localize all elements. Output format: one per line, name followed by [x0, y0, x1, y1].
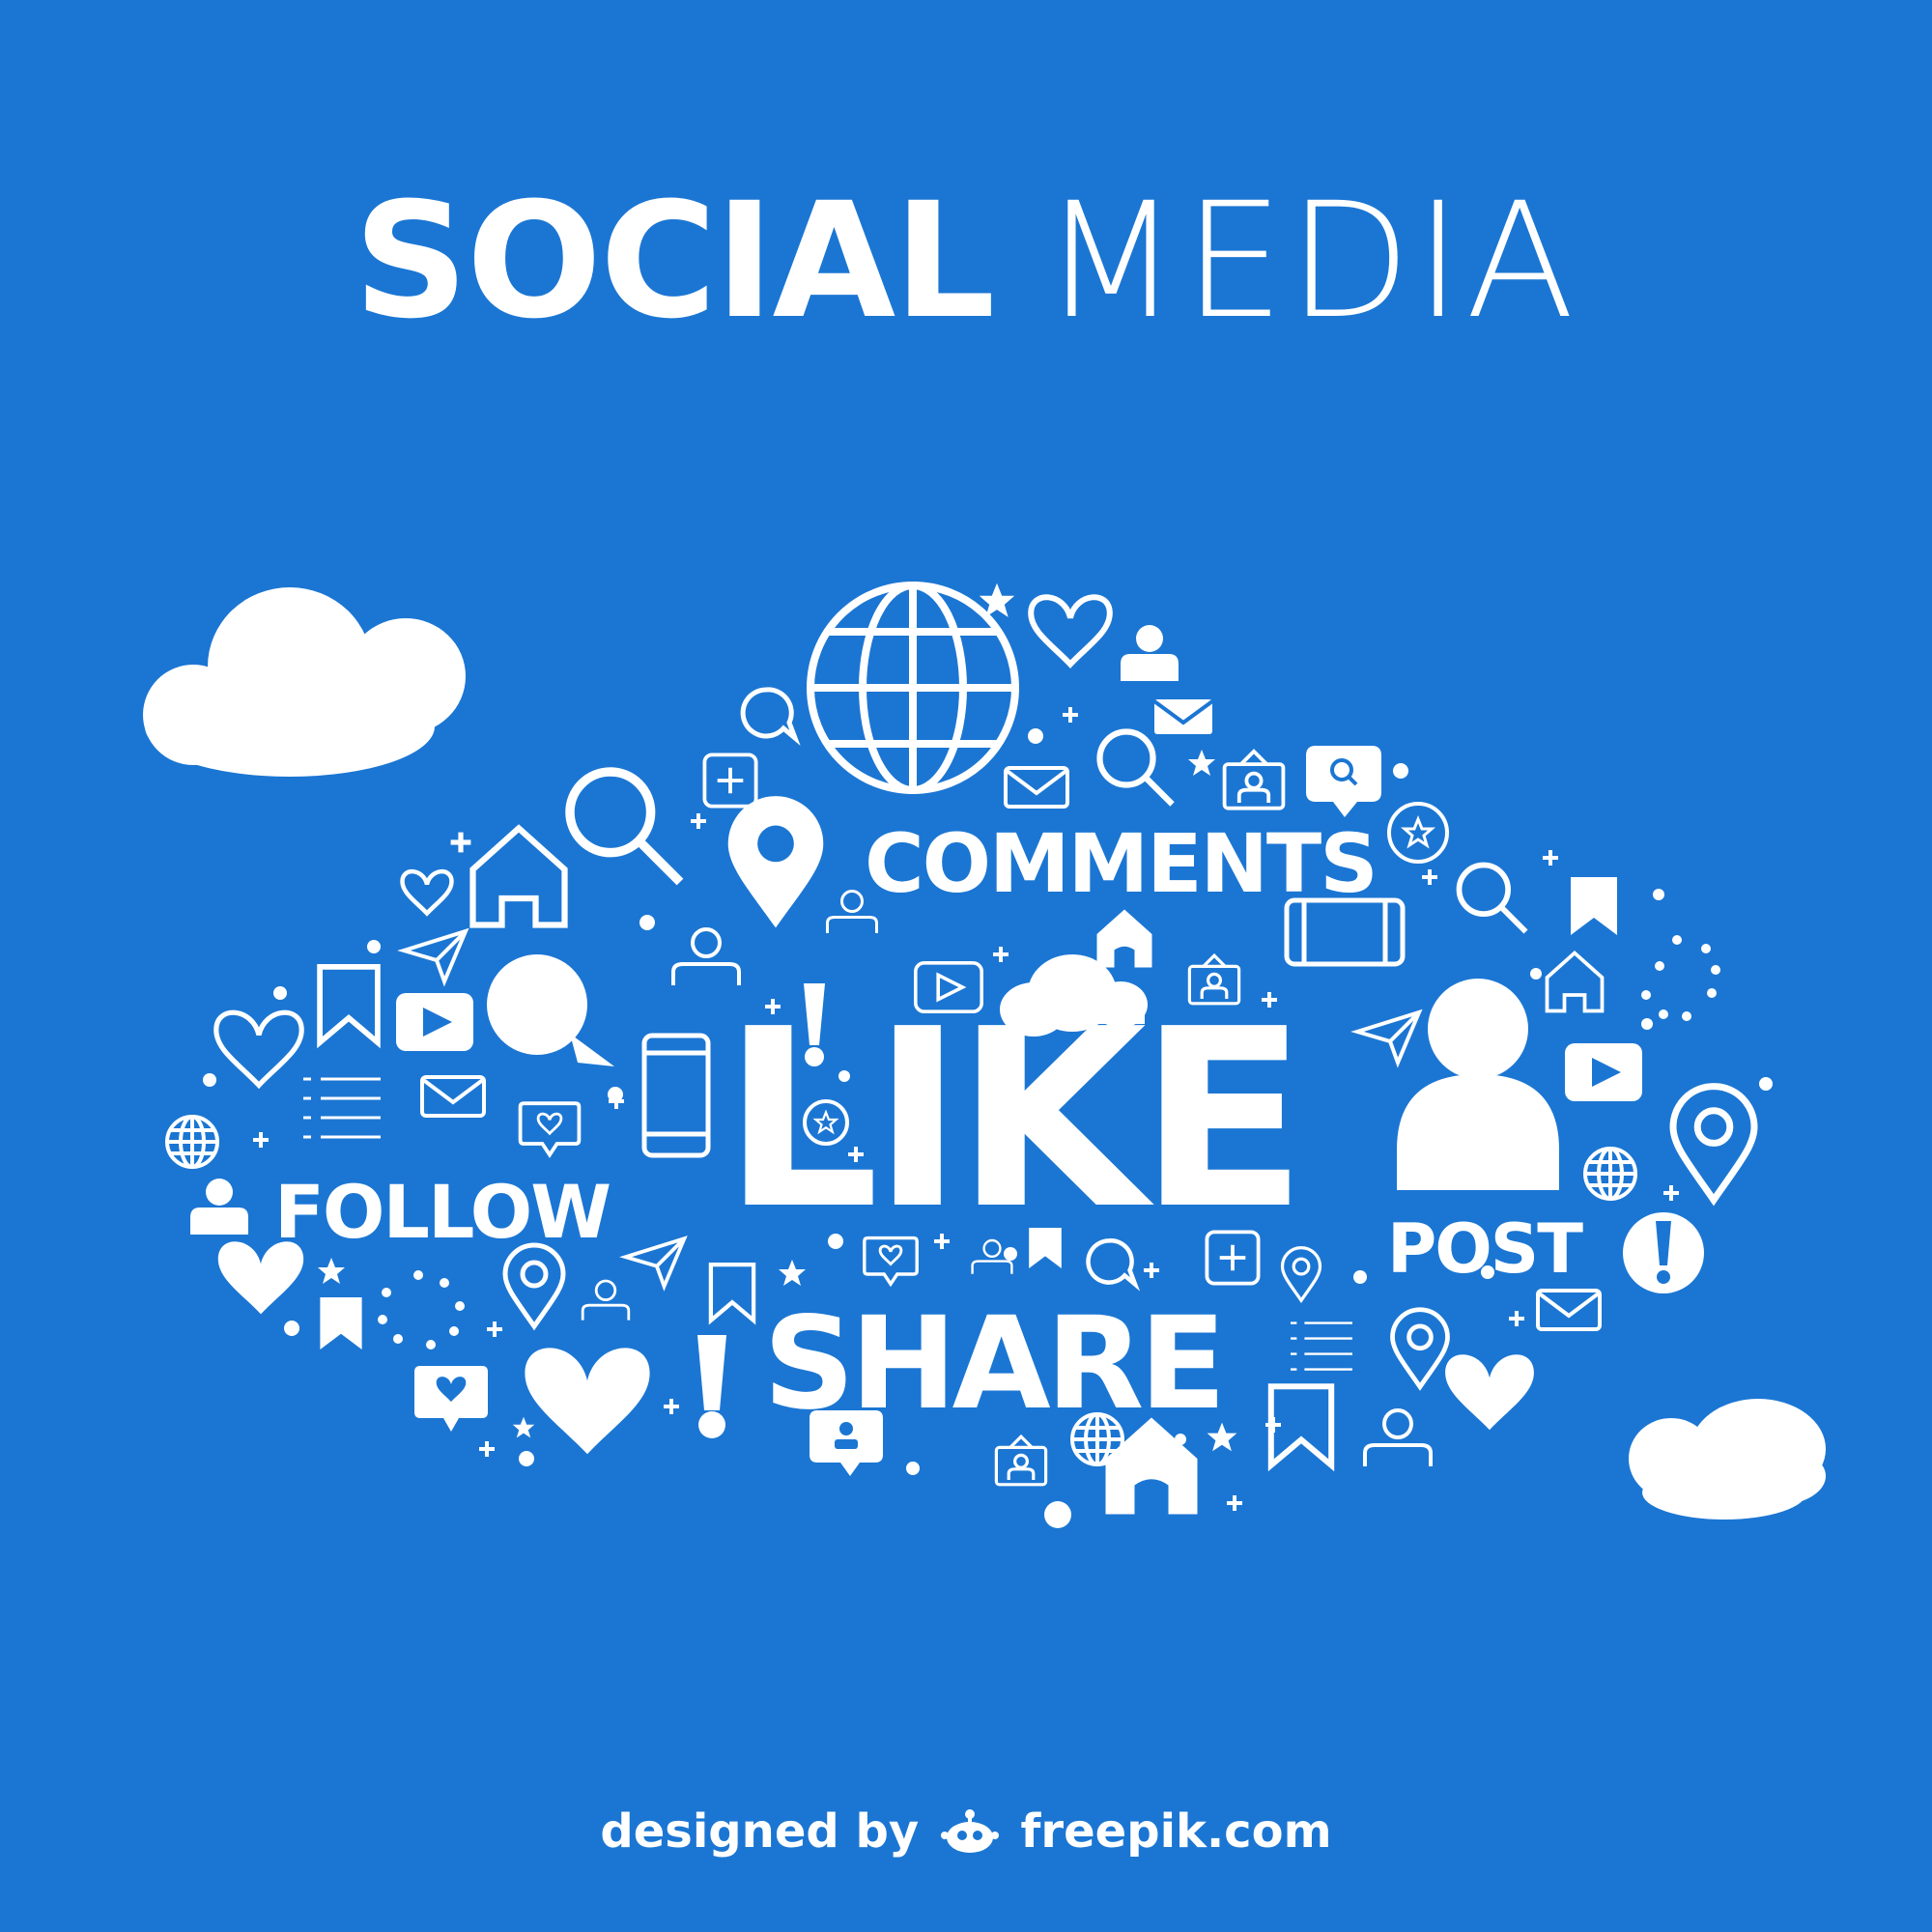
- cloud-icon: [1000, 954, 1148, 1037]
- heart-icon: [1031, 597, 1110, 664]
- add-square-icon: [702, 753, 758, 809]
- cloud-icon: [1629, 1399, 1826, 1520]
- envelope-icon: [1536, 1289, 1602, 1331]
- user-icon: [190, 1179, 248, 1235]
- follow-word: FOLLOW: [274, 1169, 611, 1255]
- location-pin-icon: [727, 796, 824, 928]
- bookmark-icon: [1571, 877, 1617, 935]
- paper-plane-icon: [402, 929, 468, 983]
- heart-icon: [525, 1348, 650, 1455]
- title-bold-word: SOCIAL: [353, 168, 995, 354]
- user-icon: [1397, 979, 1559, 1190]
- like-word: LIKE: [723, 977, 1307, 1264]
- page-title: SOCIAL MEDIA: [0, 169, 1932, 353]
- smartphone-icon: [1284, 897, 1406, 967]
- globe-icon: [807, 582, 1019, 794]
- envelope-icon: [420, 1075, 486, 1118]
- cloud-icon: [143, 587, 466, 777]
- user-icon: [1363, 1408, 1433, 1468]
- credit-line: designed by freepik.com: [0, 1804, 1932, 1859]
- envelope-icon: [1152, 697, 1214, 736]
- heart-icon: [216, 1012, 301, 1085]
- search-icon: [1330, 758, 1358, 786]
- list-icon: [301, 1077, 383, 1139]
- location-pin-icon: [1393, 1310, 1448, 1387]
- photo-user-icon: [1222, 749, 1286, 810]
- dot-circle-icon: [378, 935, 1720, 1350]
- comments-word: COMMENTS: [865, 816, 1378, 911]
- paper-plane-icon: [623, 1236, 687, 1289]
- bookmark-icon: [320, 967, 378, 1042]
- search-icon: [570, 772, 680, 882]
- smartphone-icon: [641, 1033, 711, 1158]
- speech-bubble-icon: [487, 954, 614, 1066]
- exclamation-icon: [697, 1335, 726, 1438]
- video-play-icon: [1565, 1043, 1642, 1101]
- speech-bubble-icon: [743, 690, 795, 738]
- user-icon: [835, 1422, 858, 1449]
- paper-plane-icon: [1355, 1010, 1421, 1065]
- photo-user-icon: [994, 1435, 1048, 1487]
- envelope-icon: [1004, 766, 1069, 809]
- location-pin-icon: [505, 1245, 563, 1326]
- speech-bubble-icon: [518, 1101, 582, 1157]
- exclamation-icon: [804, 983, 825, 1066]
- globe-icon: [1583, 1147, 1637, 1201]
- freepik-logo-icon: [940, 1809, 999, 1853]
- star-icon: [1387, 802, 1449, 864]
- list-icon: [1289, 1321, 1354, 1371]
- home-icon: [1545, 951, 1605, 1013]
- home-icon: [473, 829, 565, 925]
- post-word: POST: [1387, 1209, 1583, 1289]
- heart-icon: [403, 871, 452, 913]
- bookmark-icon: [711, 1264, 753, 1321]
- search-icon: [1100, 732, 1173, 805]
- credit-site: freepik.com: [1020, 1804, 1332, 1859]
- dot-circle-icon: [203, 728, 1773, 1528]
- heart-icon: [1445, 1354, 1534, 1431]
- video-play-icon: [396, 993, 473, 1051]
- home-icon: [1096, 909, 1152, 968]
- globe-icon: [165, 1115, 219, 1169]
- share-word: SHARE: [763, 1290, 1227, 1438]
- speech-bubble-icon: [1306, 746, 1381, 817]
- title-light-word: MEDIA: [1041, 168, 1579, 354]
- user-icon: [1121, 625, 1179, 681]
- search-icon: [1460, 866, 1526, 932]
- heart-icon: [536, 1112, 563, 1135]
- star-icon: [803, 1099, 849, 1146]
- location-pin-icon: [1673, 1087, 1754, 1201]
- user-icon: [581, 1279, 631, 1321]
- bookmark-icon: [320, 1297, 362, 1350]
- exclamation-icon: [1623, 1212, 1704, 1293]
- credit-prefix: designed by: [600, 1804, 920, 1859]
